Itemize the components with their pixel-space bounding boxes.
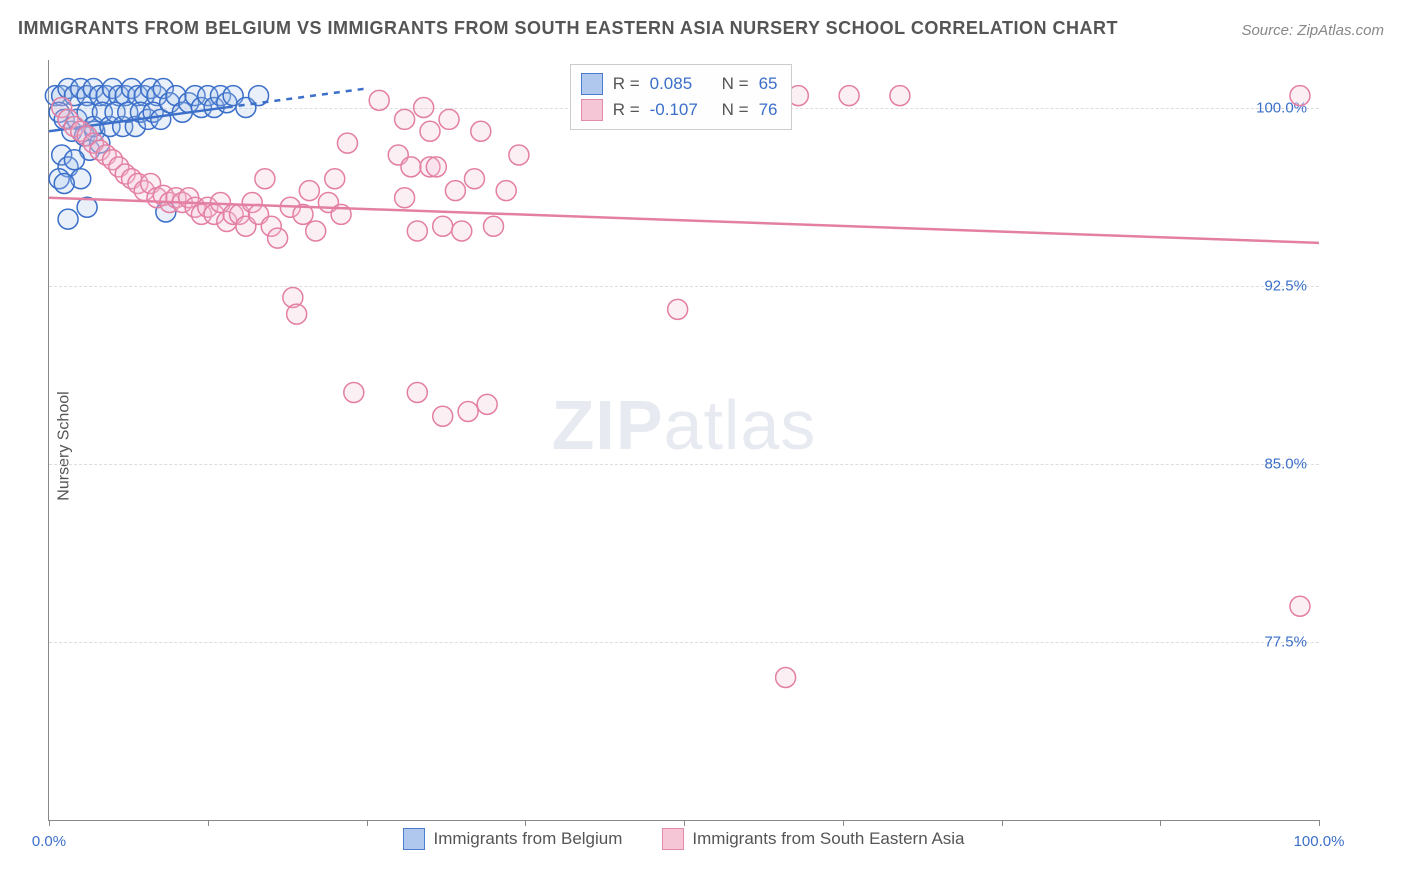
stat-n-value: 76 [759,97,778,123]
x-tick [367,820,368,826]
data-point [464,169,484,189]
chart-title: IMMIGRANTS FROM BELGIUM VS IMMIGRANTS FR… [18,18,1118,39]
data-point [668,299,688,319]
data-point [395,188,415,208]
data-point [496,181,516,201]
stats-row: R = -0.107 N = 76 [581,97,778,123]
data-point [776,668,796,688]
data-point [287,304,307,324]
stat-n-label: N = [722,71,749,97]
x-tick [1319,820,1320,826]
stat-r-value: -0.107 [650,97,712,123]
legend-swatch [403,828,425,850]
legend-swatch [662,828,684,850]
data-point [471,121,491,141]
data-point [58,209,78,229]
stat-r-label: R = [613,71,640,97]
data-point [484,216,504,236]
data-point [452,221,472,241]
legend-swatch [581,99,603,121]
legend-label: Immigrants from South Eastern Asia [692,829,964,849]
data-point [401,157,421,177]
chart-plot-area: ZIPatlas 77.5%85.0%92.5%100.0%0.0%100.0%… [48,60,1319,821]
x-tick [49,820,50,826]
data-point [890,86,910,106]
data-point [395,109,415,129]
x-tick [843,820,844,826]
data-point [407,221,427,241]
stats-row: R = 0.085 N = 65 [581,71,778,97]
legend-label: Immigrants from Belgium [433,829,622,849]
x-tick [684,820,685,826]
legend-item: Immigrants from South Eastern Asia [662,828,964,850]
data-point [458,402,478,422]
x-tick [1160,820,1161,826]
series-legend: Immigrants from Belgium Immigrants from S… [49,828,1319,850]
data-point [433,406,453,426]
data-point [1290,86,1310,106]
data-point [839,86,859,106]
data-point [325,169,345,189]
legend-swatch [581,73,603,95]
data-point [414,98,434,118]
stat-n-label: N = [722,97,749,123]
chart-svg-layer [49,60,1319,820]
data-point [445,181,465,201]
x-tick [525,820,526,826]
data-point [477,394,497,414]
stat-r-label: R = [613,97,640,123]
data-point [420,121,440,141]
data-point [64,150,84,170]
x-tick [208,820,209,826]
correlation-stats-legend: R = 0.085 N = 65 R = -0.107 N = 76 [570,64,793,130]
source-label: Source: ZipAtlas.com [1241,22,1384,39]
data-point [426,157,446,177]
data-point [369,90,389,110]
data-point [268,228,288,248]
stat-n-value: 65 [759,71,778,97]
data-point [54,174,74,194]
data-point [306,221,326,241]
data-point [255,169,275,189]
data-point [433,216,453,236]
data-point [1290,596,1310,616]
stat-r-value: 0.085 [650,71,712,97]
data-point [337,133,357,153]
x-tick [1002,820,1003,826]
data-point [344,383,364,403]
data-point [299,181,319,201]
legend-item: Immigrants from Belgium [403,828,622,850]
data-point [407,383,427,403]
data-point [509,145,529,165]
data-point [439,109,459,129]
